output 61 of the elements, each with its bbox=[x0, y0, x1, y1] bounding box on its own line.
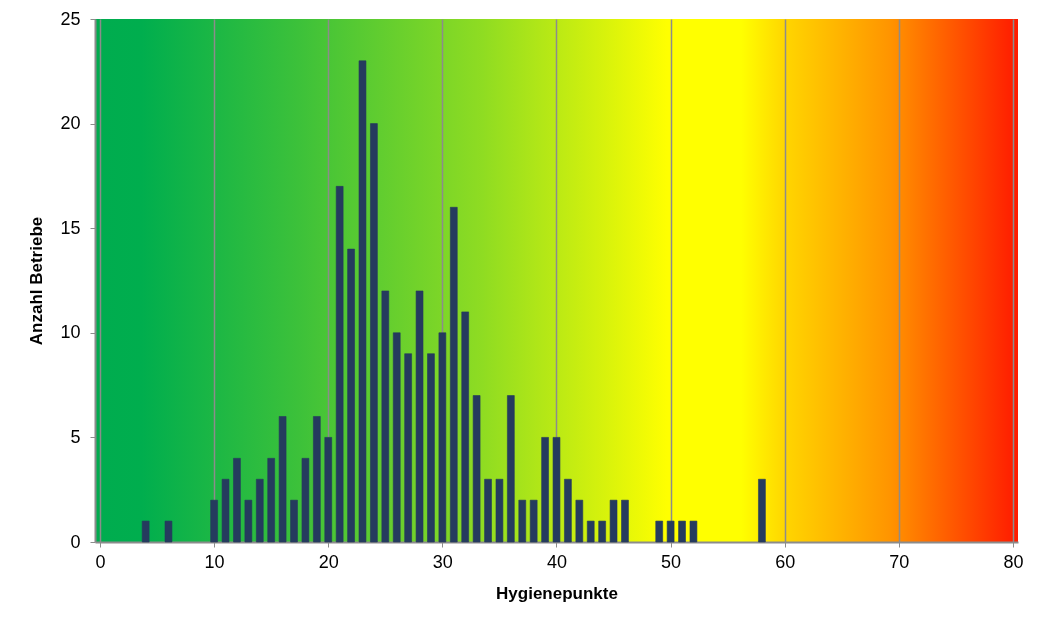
y-tick-label: 15 bbox=[60, 217, 81, 238]
x-tick-label: 20 bbox=[318, 551, 339, 572]
bar bbox=[244, 499, 253, 543]
bar bbox=[541, 436, 550, 543]
bar bbox=[518, 499, 527, 543]
bar bbox=[210, 499, 219, 543]
y-tick-label: 5 bbox=[70, 426, 81, 447]
x-tick-label: 30 bbox=[432, 551, 453, 572]
bar bbox=[472, 395, 481, 543]
bar bbox=[141, 520, 150, 543]
x-tick-label: 60 bbox=[775, 551, 796, 572]
bar bbox=[415, 290, 424, 543]
bar bbox=[438, 332, 447, 543]
bar bbox=[347, 248, 356, 543]
bar bbox=[678, 520, 686, 543]
bar bbox=[689, 520, 698, 543]
y-tick-label: 10 bbox=[60, 322, 81, 343]
bar bbox=[335, 185, 344, 543]
y-tick-label: 25 bbox=[60, 8, 81, 29]
x-tick-label: 70 bbox=[889, 551, 910, 572]
bar bbox=[278, 415, 287, 543]
bar bbox=[267, 457, 276, 543]
bar bbox=[552, 436, 561, 543]
x-tick-label: 50 bbox=[661, 551, 682, 572]
bar bbox=[461, 311, 470, 543]
y-axis-title: Anzahl Betriebe bbox=[27, 216, 47, 346]
bar bbox=[301, 457, 310, 543]
x-tick-label: 80 bbox=[1003, 551, 1024, 572]
bar bbox=[221, 478, 230, 543]
bar bbox=[575, 499, 584, 543]
bar bbox=[655, 520, 664, 543]
bar bbox=[232, 457, 241, 543]
bar bbox=[164, 520, 173, 543]
bar bbox=[312, 415, 321, 543]
bar bbox=[609, 499, 618, 543]
bar bbox=[586, 520, 595, 543]
y-tick-label: 20 bbox=[60, 113, 81, 134]
bar bbox=[255, 478, 264, 543]
bar bbox=[506, 395, 515, 543]
x-tick-label: 0 bbox=[95, 551, 106, 572]
y-tick-label: 0 bbox=[70, 531, 81, 552]
bar bbox=[666, 520, 675, 543]
bar bbox=[358, 60, 367, 543]
bar bbox=[495, 478, 504, 543]
bar bbox=[290, 499, 298, 543]
bar bbox=[484, 478, 492, 543]
x-axis-title: Hygienepunkte bbox=[496, 583, 618, 603]
bar bbox=[598, 520, 607, 543]
bar bbox=[324, 436, 333, 543]
bar bbox=[563, 478, 572, 543]
bar bbox=[427, 353, 435, 543]
x-tick-label: 10 bbox=[204, 551, 225, 572]
bar bbox=[404, 353, 413, 543]
bar bbox=[392, 332, 401, 543]
bar bbox=[449, 206, 458, 543]
bar bbox=[621, 499, 629, 543]
x-tick-label: 40 bbox=[546, 551, 568, 572]
bar bbox=[381, 290, 390, 543]
bar bbox=[369, 123, 378, 543]
bar bbox=[529, 499, 538, 543]
bar bbox=[757, 478, 766, 543]
